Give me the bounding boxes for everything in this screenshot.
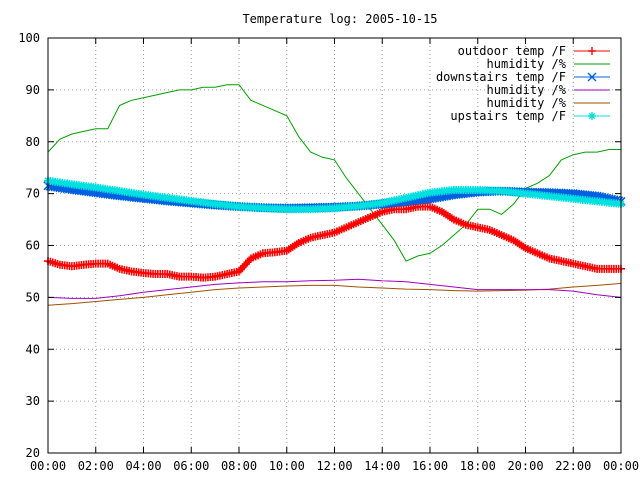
y-tick-label: 50 bbox=[26, 290, 40, 304]
x-tick-label: 06:00 bbox=[173, 459, 209, 473]
y-tick-label: 90 bbox=[26, 83, 40, 97]
y-tick-label: 20 bbox=[26, 446, 40, 460]
legend-marker bbox=[588, 47, 596, 55]
x-tick-label: 00:00 bbox=[30, 459, 66, 473]
y-tick-label: 80 bbox=[26, 135, 40, 149]
series-line bbox=[47, 278, 622, 299]
series-5 bbox=[44, 176, 625, 214]
x-tick-label: 10:00 bbox=[269, 459, 305, 473]
legend-label: humidity /% bbox=[487, 83, 567, 97]
y-tick-label: 60 bbox=[26, 239, 40, 253]
x-tick-label: 02:00 bbox=[78, 459, 114, 473]
legend-label: downstairs temp /F bbox=[436, 70, 566, 84]
x-tick-label: 00:00 bbox=[603, 459, 639, 473]
x-tick-label: 04:00 bbox=[125, 459, 161, 473]
x-tick-label: 18:00 bbox=[460, 459, 496, 473]
x-tick-label: 12:00 bbox=[316, 459, 352, 473]
legend-label: humidity /% bbox=[487, 57, 567, 71]
x-tick-label: 20:00 bbox=[507, 459, 543, 473]
y-tick-label: 30 bbox=[26, 394, 40, 408]
tick-layer: 20 30 40 50 60 70 80 90 100 00:00 02:00 04:00 06:00 0… bbox=[18, 31, 639, 473]
series-layer bbox=[43, 84, 626, 306]
x-tick-label: 16:00 bbox=[412, 459, 448, 473]
series-1 bbox=[47, 84, 621, 262]
y-tick-label: 100 bbox=[18, 31, 40, 45]
y-tick-label: 70 bbox=[26, 187, 40, 201]
x-tick-label: 14:00 bbox=[364, 459, 400, 473]
x-tick-label: 08:00 bbox=[221, 459, 257, 473]
legend-label: outdoor temp /F bbox=[458, 44, 566, 58]
legend-marker bbox=[588, 112, 596, 120]
series-line bbox=[47, 84, 621, 262]
x-tick-label: 22:00 bbox=[555, 459, 591, 473]
legend-label: upstairs temp /F bbox=[450, 109, 566, 123]
y-tick-label: 40 bbox=[26, 342, 40, 356]
series-3 bbox=[47, 278, 622, 299]
chart-title: Temperature log: 2005-10-15 bbox=[242, 12, 437, 26]
legend-label: humidity /% bbox=[487, 96, 567, 110]
legend-marker bbox=[587, 72, 597, 82]
